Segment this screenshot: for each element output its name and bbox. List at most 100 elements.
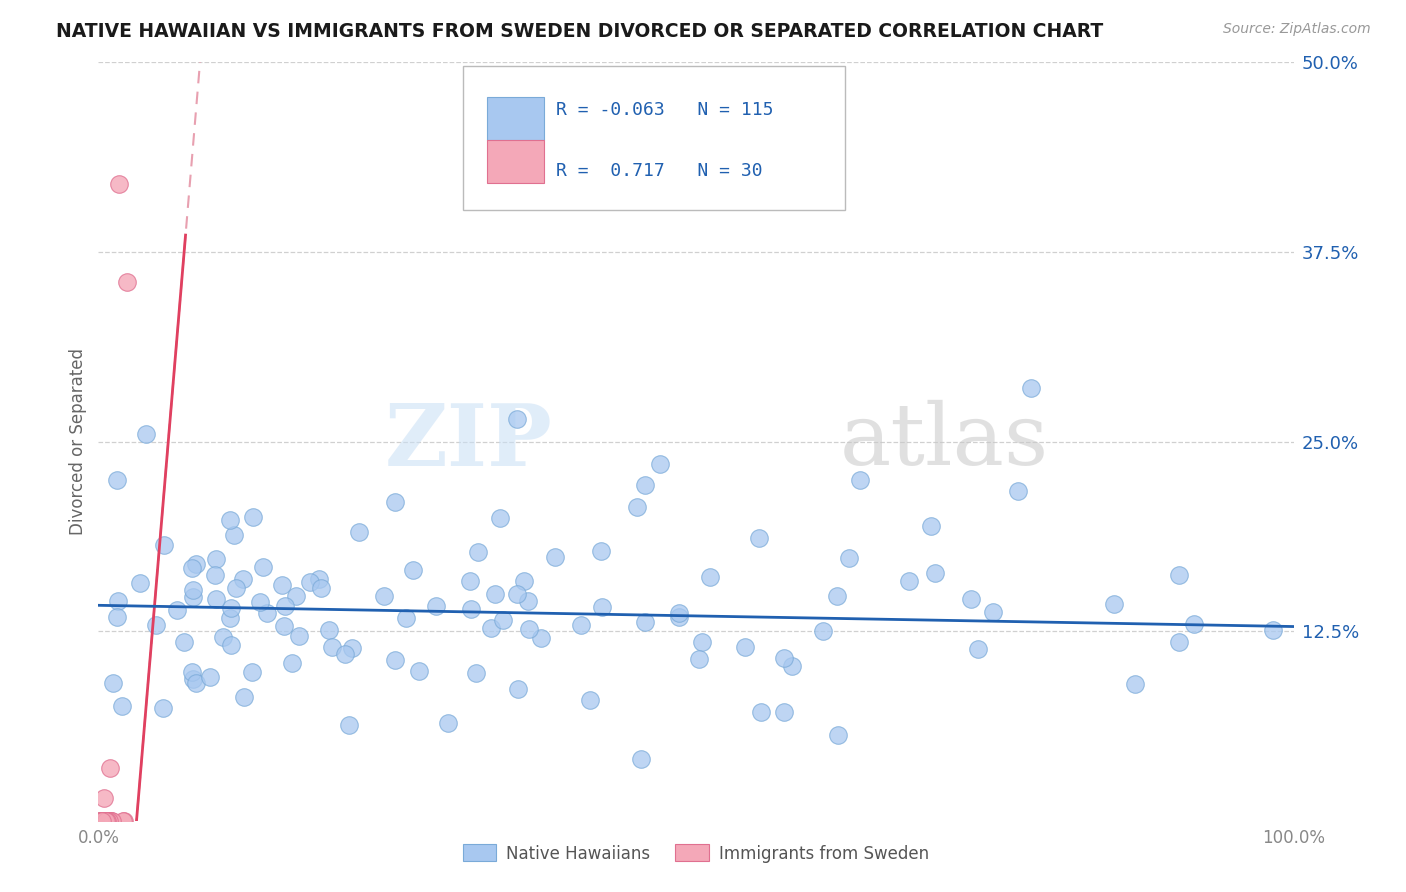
Point [648, 458, 672, 472]
Text: R =  0.717   N = 30: R = 0.717 N = 30 [557, 161, 763, 180]
Text: NATIVE HAWAIIAN VS IMMIGRANTS FROM SWEDEN DIVORCED OR SEPARATED CORRELATION CHAR: NATIVE HAWAIIAN VS IMMIGRANTS FROM SWEDE… [56, 22, 1104, 41]
Point [218, 611, 240, 625]
Point [90, 814, 112, 828]
Point [1261, 623, 1284, 637]
Point [91, 814, 114, 828]
Point [205, 551, 228, 566]
Point [219, 638, 242, 652]
Point [479, 621, 502, 635]
Point [308, 572, 330, 586]
Point [734, 640, 756, 655]
Point [129, 576, 152, 591]
Point [252, 560, 274, 574]
Point [96, 814, 118, 828]
Point [569, 618, 592, 632]
Point [94, 814, 117, 828]
Point [898, 574, 921, 588]
Point [90, 814, 112, 828]
Point [395, 611, 418, 625]
Point [465, 665, 488, 680]
Point [198, 669, 221, 683]
Point [337, 718, 360, 732]
FancyBboxPatch shape [463, 66, 845, 211]
Point [105, 473, 128, 487]
Point [152, 701, 174, 715]
Point [591, 544, 613, 558]
Point [373, 589, 395, 603]
Point [492, 613, 515, 627]
Point [91, 814, 114, 828]
Point [105, 609, 128, 624]
Point [773, 705, 796, 719]
Point [748, 531, 770, 545]
Point [93, 814, 115, 828]
Point [94, 814, 117, 828]
Point [506, 587, 529, 601]
Point [111, 698, 134, 713]
Point [232, 572, 254, 586]
Point [90, 814, 112, 828]
Point [93, 814, 115, 828]
Point [242, 510, 264, 524]
Point [249, 595, 271, 609]
Point [634, 615, 657, 629]
Point [1102, 597, 1125, 611]
Point [184, 676, 207, 690]
Text: ZIP: ZIP [385, 400, 553, 483]
Point [321, 640, 343, 655]
Point [699, 570, 721, 584]
Point [256, 607, 278, 621]
Text: Source: ZipAtlas.com: Source: ZipAtlas.com [1223, 22, 1371, 37]
Point [402, 563, 425, 577]
Point [838, 550, 860, 565]
Text: atlas: atlas [839, 400, 1049, 483]
Point [340, 640, 363, 655]
Point [579, 693, 602, 707]
Point [89, 814, 111, 828]
Point [849, 473, 872, 487]
Point [1123, 677, 1146, 691]
Point [93, 791, 115, 805]
Point [1007, 483, 1029, 498]
Point [780, 659, 803, 673]
Point [98, 760, 122, 774]
Point [181, 672, 204, 686]
Point [318, 623, 340, 637]
Point [115, 275, 138, 289]
Point [668, 610, 690, 624]
Point [107, 177, 129, 191]
Point [1167, 634, 1189, 648]
Point [811, 624, 834, 638]
Point [1182, 616, 1205, 631]
Point [222, 528, 245, 542]
Point [460, 602, 482, 616]
Point [186, 557, 208, 571]
Point [285, 589, 308, 603]
Text: R = -0.063   N = 115: R = -0.063 N = 115 [557, 101, 773, 120]
Point [519, 622, 541, 636]
Legend: Native Hawaiians, Immigrants from Sweden: Native Hawaiians, Immigrants from Sweden [457, 838, 935, 869]
Point [384, 653, 406, 667]
Point [153, 538, 176, 552]
Point [634, 478, 657, 492]
Point [825, 589, 848, 603]
Point [100, 814, 122, 828]
Point [773, 650, 796, 665]
Point [273, 599, 295, 614]
Point [204, 568, 226, 582]
Point [981, 605, 1004, 619]
Point [204, 592, 226, 607]
FancyBboxPatch shape [486, 97, 544, 140]
Point [920, 519, 942, 533]
Point [94, 814, 117, 828]
Point [287, 629, 309, 643]
Point [145, 617, 167, 632]
Point [513, 574, 536, 588]
Point [219, 513, 242, 527]
Point [488, 511, 510, 525]
Point [281, 656, 304, 670]
Point [98, 814, 121, 828]
Point [591, 600, 613, 615]
Point [506, 682, 529, 697]
Point [225, 581, 247, 595]
